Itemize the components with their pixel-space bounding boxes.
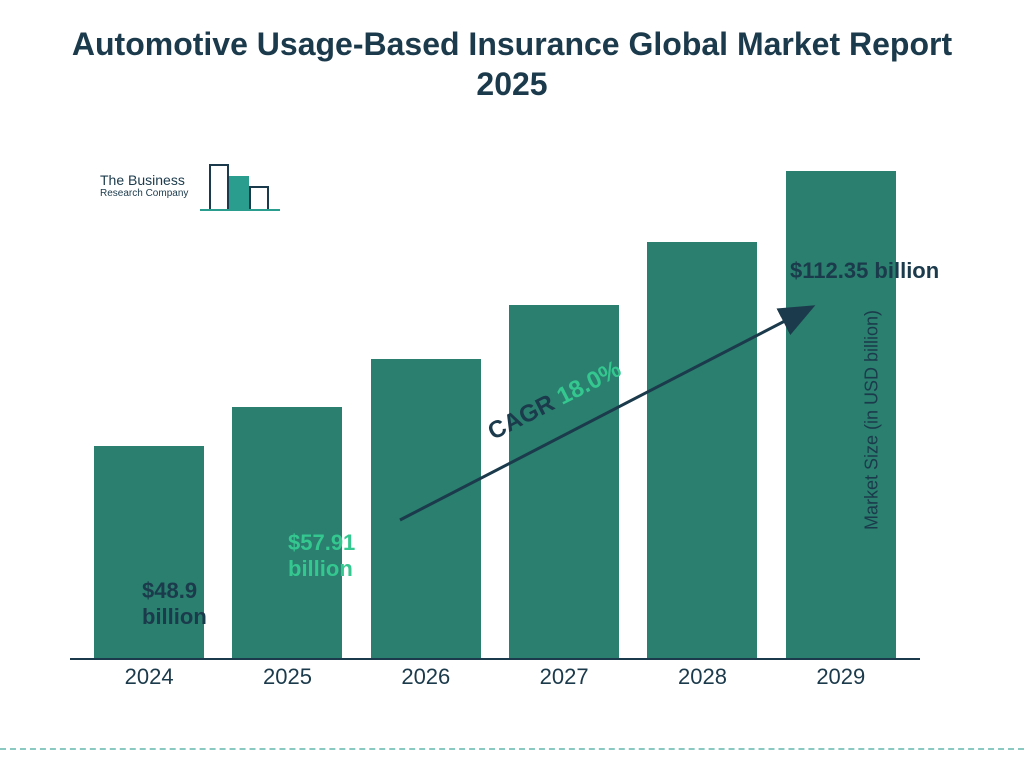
y-axis-label: Market Size (in USD billion)	[861, 310, 882, 530]
bar	[371, 359, 481, 658]
chart-container: 2024 2025 2026 2027 2028 2029 Market Size (in…	[70, 140, 940, 700]
bar-column	[366, 359, 486, 658]
x-tick-label: 2027	[504, 664, 624, 690]
value-label: $112.35 billion	[790, 258, 939, 284]
value-label: $48.9billion	[142, 578, 207, 631]
chart-title: Automotive Usage-Based Insurance Global …	[0, 0, 1024, 104]
x-tick-label: 2026	[366, 664, 486, 690]
bottom-dashed-line	[0, 748, 1024, 750]
x-tick-label: 2025	[227, 664, 347, 690]
bar	[647, 242, 757, 658]
value-label: $57.91billion	[288, 530, 355, 583]
bar-column	[642, 242, 762, 658]
bar-column	[781, 171, 901, 658]
x-tick-label: 2028	[642, 664, 762, 690]
x-tick-label: 2024	[89, 664, 209, 690]
bar	[509, 305, 619, 658]
x-tick-label: 2029	[781, 664, 901, 690]
x-axis-labels: 2024 2025 2026 2027 2028 2029	[70, 664, 920, 690]
